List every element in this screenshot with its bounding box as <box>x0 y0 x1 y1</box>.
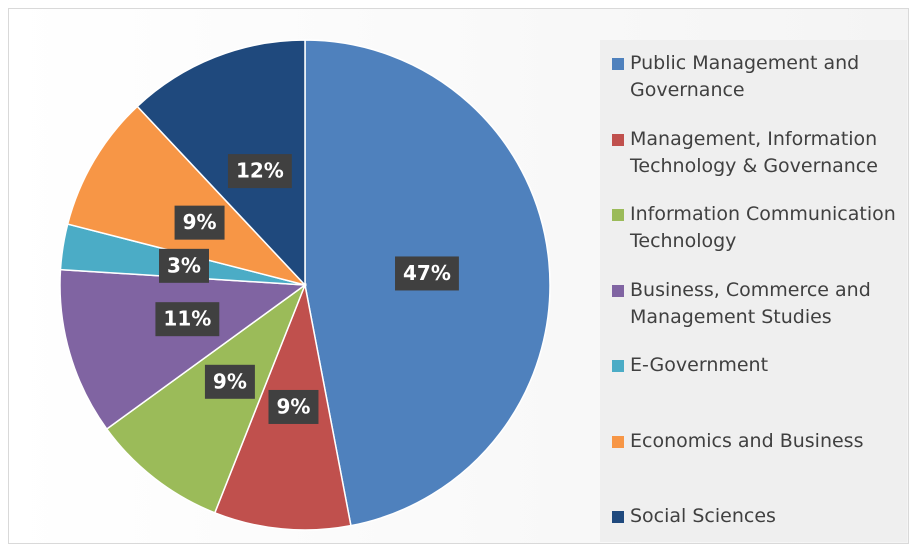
data-label-box <box>268 389 319 424</box>
data-label-box <box>159 248 209 283</box>
data-label-box <box>155 302 220 337</box>
data-label-box <box>204 364 255 399</box>
data-label: 3% <box>167 253 201 277</box>
pie-slice <box>66 105 308 287</box>
legend-swatch <box>612 209 624 221</box>
data-label: 12% <box>236 159 284 183</box>
data-label: 47% <box>403 261 451 285</box>
legend-swatch <box>612 58 624 70</box>
pie-slice <box>105 282 307 514</box>
data-label-box <box>227 154 292 189</box>
data-label: 9% <box>183 210 217 234</box>
pie-slice <box>59 268 308 431</box>
legend <box>600 40 907 542</box>
data-label: 9% <box>213 369 247 393</box>
data-label-box <box>395 256 459 291</box>
legend-label: Information Communication Technology <box>630 203 896 252</box>
legend-swatch <box>612 511 624 523</box>
legend-label: Business, Commerce and Management Studie… <box>630 278 871 328</box>
legend-label: Economics and Business <box>630 429 864 452</box>
legend-label: Social Sciences <box>630 505 776 527</box>
legend-swatch <box>612 133 624 146</box>
legend-label: E-Government <box>630 354 769 376</box>
legend-label: Public Management and Governance <box>630 52 860 101</box>
legend-label: Management, Information Technology & Gov… <box>630 127 878 177</box>
legend-swatch <box>612 284 624 297</box>
pie-slice <box>136 39 306 287</box>
data-label: 11% <box>163 307 211 331</box>
legend-swatch <box>612 360 624 372</box>
legend-swatch <box>612 435 624 448</box>
data-label: 9% <box>276 394 310 418</box>
data-label-box <box>174 205 225 240</box>
